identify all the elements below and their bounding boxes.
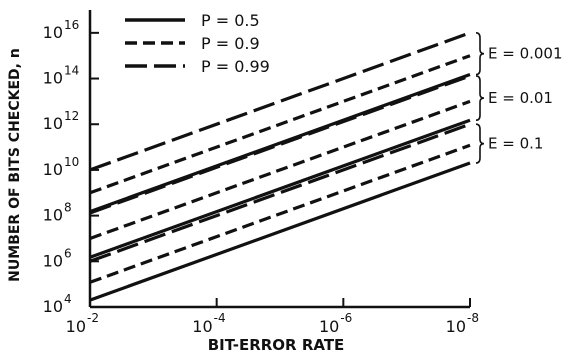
y-tick-label: 10 — [43, 251, 63, 270]
x-tick-label-exponent: -6 — [340, 311, 352, 325]
y-tick-label: 10 — [43, 69, 63, 88]
series-line — [89, 161, 471, 302]
y-tick-label-exponent: 14 — [64, 64, 79, 78]
x-tick-label: 10 — [319, 317, 339, 336]
group-label: E = 0.01 — [488, 89, 553, 107]
series-line — [89, 31, 471, 172]
x-tick-label-exponent: -4 — [214, 311, 226, 325]
x-tick-label: 10 — [446, 317, 466, 336]
x-axis-label: BIT-ERROR RATE — [208, 336, 345, 354]
series-line — [89, 122, 471, 263]
y-tick-label: 10 — [43, 206, 63, 225]
legend-label: P = 0.9 — [201, 34, 260, 53]
axes — [88, 10, 470, 309]
y-tick-label: 10 — [43, 114, 63, 133]
group-label: E = 0.1 — [488, 135, 543, 153]
x-tick-label: 10 — [192, 317, 212, 336]
y-tick-label: 10 — [43, 23, 63, 42]
series-line — [89, 118, 471, 259]
legend: P = 0.5 P = 0.9 P = 0.99 — [125, 11, 270, 76]
group-label: E = 0.001 — [488, 45, 563, 63]
series-line — [89, 99, 471, 241]
x-tick-label: 10 — [66, 317, 86, 336]
y-tick-label-exponent: 10 — [64, 155, 79, 169]
group-annotations: E = 0.001 E = 0.01 E = 0.1 — [475, 32, 563, 164]
group-brace — [475, 75, 485, 122]
legend-label: P = 0.99 — [201, 57, 270, 76]
y-tick-label-exponent: 6 — [64, 246, 72, 260]
y-tick-label-exponent: 12 — [64, 109, 79, 123]
series-line — [89, 143, 471, 284]
y-tick-label-exponent: 8 — [64, 201, 72, 215]
series-line — [89, 74, 471, 215]
x-tick-label-exponent: -2 — [87, 311, 99, 325]
group-brace — [475, 123, 485, 164]
series-layer — [89, 31, 471, 302]
group-brace — [475, 32, 485, 76]
series-line — [89, 54, 471, 195]
y-tick-label: 10 — [43, 160, 63, 179]
legend-label: P = 0.5 — [201, 11, 260, 30]
y-tick-label-exponent: 4 — [64, 292, 72, 306]
x-tick-label-exponent: -8 — [467, 311, 479, 325]
y-tick-label: 10 — [43, 297, 63, 316]
y-axis-label: NUMBER OF BITS CHECKED, n — [7, 48, 23, 282]
y-tick-label-exponent: 16 — [64, 18, 79, 32]
